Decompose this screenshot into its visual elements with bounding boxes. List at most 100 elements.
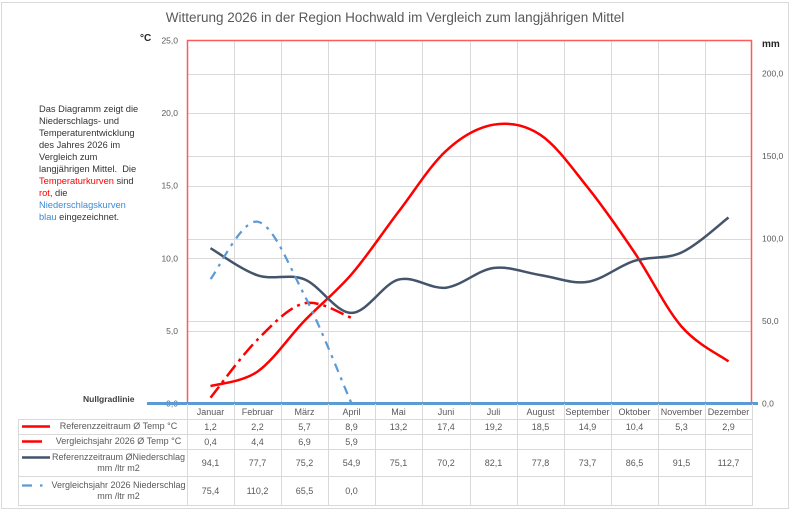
- data-point: [727, 216, 731, 220]
- data-point: [303, 301, 307, 305]
- legend-label-line: Vergleichsjahr 2026 Ø Temp °C: [55, 436, 182, 446]
- table-cell: 6,9: [281, 434, 329, 450]
- description-line: Temperaturentwicklung: [39, 127, 138, 139]
- description-line: Das Diagramm zeigt die: [39, 103, 138, 115]
- category-label: November: [658, 404, 706, 420]
- zero-line-label: Nullgradlinie: [83, 394, 135, 404]
- data-point: [680, 325, 684, 329]
- data-point: [209, 246, 213, 250]
- precipitation-2026-legend-key: [22, 483, 43, 487]
- data-point: [350, 272, 354, 276]
- data-point: [444, 286, 448, 290]
- data-point: [303, 319, 307, 323]
- legend-label-line: Vergleichsjahr 2026 Niederschlag: [51, 479, 186, 490]
- legend-label: Referenzzeitraum ØNiederschlag mm /ltr m2: [22, 452, 187, 474]
- category-label: Januar: [187, 404, 235, 420]
- table-cell: 18,5: [517, 419, 565, 435]
- category-label: August: [517, 404, 565, 420]
- table-cell: [705, 476, 753, 506]
- description-line: blau eingezeichnet.: [39, 211, 138, 223]
- table-cell: 13,2: [375, 419, 423, 435]
- data-point: [350, 311, 354, 315]
- legend-label: Vergleichsjahr 2026 Niederschlag mm /ltr …: [22, 479, 187, 502]
- table-cell: 14,9: [564, 419, 612, 435]
- left-axis-unit-label: °C: [140, 33, 152, 44]
- red-highlight-text: rot: [39, 188, 50, 198]
- data-point: [209, 396, 213, 400]
- left-axis-tick-label: 15,0: [161, 181, 178, 191]
- category-label: März: [281, 404, 329, 420]
- description-text: Temperaturentwicklung: [39, 128, 135, 138]
- table-cell: 91,5: [658, 449, 706, 477]
- right-axis-tick-label: 200,0: [762, 69, 784, 79]
- table-cell: [375, 434, 423, 450]
- right-axis-tick-label: 50,0: [762, 316, 779, 326]
- table-corner: [18, 404, 188, 420]
- description-text: sind: [113, 176, 134, 186]
- table-cell: 5,7: [281, 419, 329, 435]
- description-text: Das Diagramm zeigt die: [39, 104, 139, 114]
- right-axis-tick-label: 150,0: [762, 151, 784, 161]
- temperature-2026-line-series: [209, 301, 354, 400]
- description-line: Niederschlagskurven: [39, 199, 138, 211]
- data-point: [397, 278, 401, 282]
- legend-label-line: mm /ltr m2: [97, 462, 140, 473]
- table-cell: 2,2: [234, 419, 282, 435]
- description-text: des Jahres 2026 im: [39, 140, 121, 150]
- data-point: [256, 220, 260, 224]
- ref-precipitation-line-series: [209, 216, 731, 315]
- left-axis-tick-label: 25,0: [161, 36, 178, 46]
- legend-row-label: Referenzzeitraum Ø Temp °C: [18, 419, 188, 435]
- right-axis-tick-label: 100,0: [762, 234, 784, 244]
- left-axis-tick-label: 10,0: [161, 253, 178, 263]
- description-text: Niederschlags- und: [39, 116, 120, 126]
- data-point: [256, 370, 260, 374]
- table-cell: [517, 476, 565, 506]
- table-cell: 1,2: [187, 419, 235, 435]
- data-point: [256, 338, 260, 342]
- data-point: [680, 251, 684, 255]
- description-line: Temperaturkurven sind: [39, 175, 138, 187]
- table-cell: 75,2: [281, 449, 329, 477]
- right-axis-unit-label: mm: [762, 39, 780, 50]
- table-cell: 77,7: [234, 449, 282, 477]
- data-point: [492, 123, 496, 127]
- data-point: [256, 273, 260, 277]
- ref-temperature-line-series: [210, 122, 730, 388]
- data-point: [444, 149, 448, 153]
- description-text: , die: [49, 188, 68, 198]
- table-cell: 19,2: [470, 419, 518, 435]
- legend-label-line: mm /ltr m2: [97, 490, 140, 501]
- description-text: eingezeichnet.: [56, 212, 120, 222]
- table-cell: [564, 434, 612, 450]
- data-point: [303, 277, 307, 281]
- data-point: [350, 316, 354, 320]
- data-point: [586, 280, 590, 284]
- chart-description: Das Diagramm zeigt die Niederschlags- un…: [39, 103, 138, 223]
- table-cell: 94,1: [187, 449, 235, 477]
- data-point: [397, 210, 401, 214]
- table-cell: 5,3: [658, 419, 706, 435]
- table-cell: [422, 434, 471, 450]
- temperature-highlight-text: Temperaturkurven: [39, 176, 114, 186]
- table-cell: 75,4: [187, 476, 235, 506]
- ref-precipitation-line: [209, 216, 730, 315]
- table-cell: [564, 476, 612, 506]
- legend-label: Vergleichsjahr 2026 Ø Temp °C: [22, 436, 187, 447]
- table-cell: [375, 476, 423, 506]
- table-cell: 10,4: [611, 419, 659, 435]
- data-point: [539, 273, 543, 277]
- table-cell: 5,9: [328, 434, 376, 450]
- ref-precipitation-legend-key: [22, 455, 50, 459]
- table-cell: 110,2: [234, 476, 282, 506]
- table-cell: 86,5: [611, 449, 659, 477]
- precipitation-highlight-text: Niederschlagskurven: [39, 200, 126, 210]
- description-line: Niederschlags- und: [39, 115, 138, 127]
- table-cell: 82,1: [470, 449, 518, 477]
- left-axis-tick-label: 5,0: [166, 326, 178, 336]
- legend-row-label: Vergleichsjahr 2026 Niederschlag mm /ltr …: [18, 476, 188, 506]
- temperature-2026-line: [209, 301, 352, 399]
- table-cell: [658, 476, 706, 506]
- data-point: [303, 293, 307, 297]
- description-line: Vergleich zum: [39, 151, 138, 163]
